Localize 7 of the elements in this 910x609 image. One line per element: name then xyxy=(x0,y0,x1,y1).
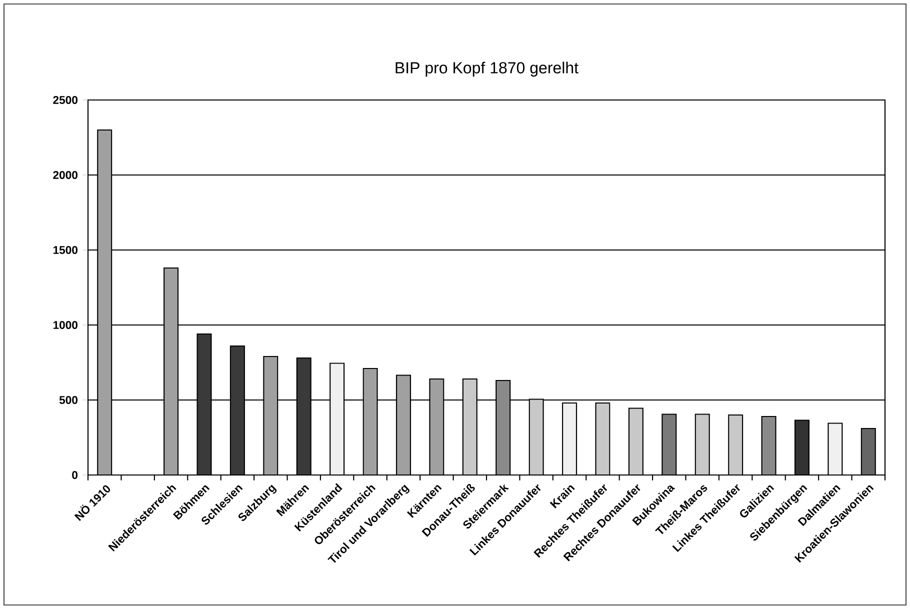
y-tick-label: 2000 xyxy=(53,170,78,179)
y-tick-label: 500 xyxy=(59,396,78,404)
y-tick-label: 2500 xyxy=(53,96,78,104)
y-tick-label: 1500 xyxy=(53,246,78,254)
chart-title: BIP pro Kopf 1870 gerelht xyxy=(396,62,578,77)
y-tick-label: 0 xyxy=(72,470,78,479)
y-tick-label: 1000 xyxy=(53,320,78,329)
